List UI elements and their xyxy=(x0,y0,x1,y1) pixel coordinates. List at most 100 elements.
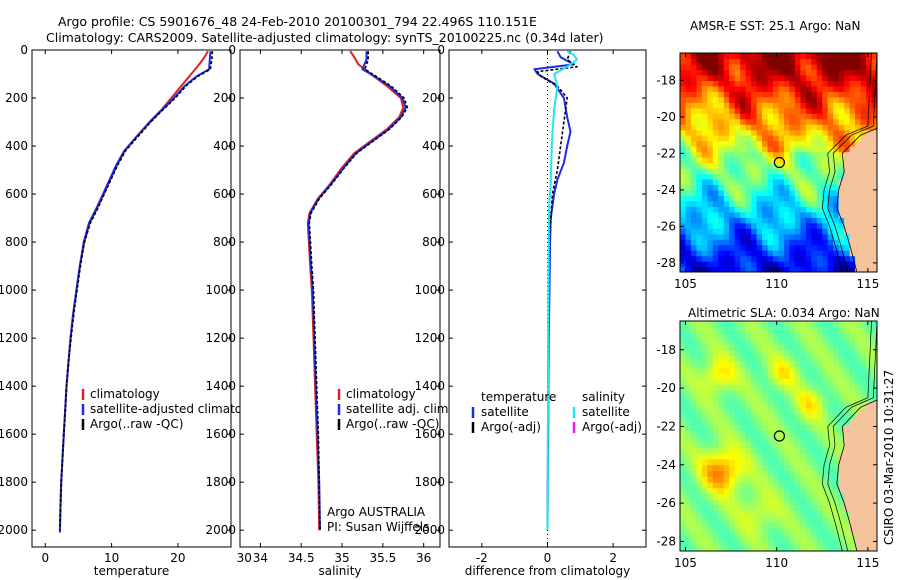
map-cell xyxy=(860,157,867,164)
map-cell xyxy=(756,244,763,251)
map-cell xyxy=(811,96,818,103)
map-cell xyxy=(794,74,801,81)
map-cell xyxy=(690,407,697,414)
map-cell xyxy=(773,113,780,120)
map-cell xyxy=(822,395,829,402)
map-cell xyxy=(734,184,741,191)
map-cell xyxy=(811,522,818,529)
map-cell xyxy=(778,80,785,87)
map-cell xyxy=(838,424,845,431)
map-cell xyxy=(690,418,697,425)
map-cell xyxy=(805,140,812,147)
map-cell xyxy=(718,401,725,408)
map-cell xyxy=(844,539,851,546)
map-cell xyxy=(784,378,791,385)
map-cell xyxy=(701,102,708,109)
map-y-tick-label: -24 xyxy=(656,183,676,197)
map-cell xyxy=(822,533,829,541)
map-cell xyxy=(707,367,714,374)
map-cell xyxy=(860,533,867,541)
map-cell xyxy=(696,367,703,374)
map-cell xyxy=(701,107,708,114)
map-cell xyxy=(784,184,791,191)
map-cell xyxy=(805,493,812,500)
map-cell xyxy=(816,239,823,246)
map-cell xyxy=(751,384,758,391)
map-cell xyxy=(822,140,829,147)
map-cell xyxy=(866,200,873,207)
map-cell xyxy=(685,545,692,551)
map-cell xyxy=(855,211,862,218)
map-cell xyxy=(712,140,719,147)
map-cell xyxy=(685,390,692,397)
map-cell xyxy=(773,129,780,136)
map-cell xyxy=(822,85,829,92)
map-cell xyxy=(767,533,774,541)
map-cell xyxy=(701,140,708,147)
map-cell xyxy=(734,228,741,235)
map-cell xyxy=(680,124,687,131)
map-cell xyxy=(844,349,851,356)
map-cell xyxy=(773,189,780,196)
map-cell xyxy=(844,91,851,98)
map-cell xyxy=(866,533,873,541)
map-cell xyxy=(822,407,829,414)
legend-label: satellite xyxy=(582,405,630,419)
map-cell xyxy=(811,470,818,477)
map-cell xyxy=(800,476,807,483)
map-cell xyxy=(723,407,730,414)
map-cell xyxy=(816,107,823,114)
map-cell xyxy=(712,233,719,240)
map-cell xyxy=(855,74,862,81)
map-cell xyxy=(838,222,845,229)
map-cell xyxy=(849,378,856,385)
map-cell xyxy=(718,200,725,207)
map-cell xyxy=(707,384,714,391)
map-cell xyxy=(712,505,719,512)
map-cell xyxy=(712,63,719,70)
map-cell xyxy=(745,413,752,420)
map-cell xyxy=(794,178,801,185)
map-cell xyxy=(800,533,807,541)
map-cell xyxy=(756,338,763,345)
map-cell xyxy=(816,453,823,460)
map-cell xyxy=(822,413,829,420)
map-cell xyxy=(784,510,791,517)
map-cell xyxy=(822,135,829,142)
map-cell xyxy=(794,516,801,523)
map-cell xyxy=(866,424,873,431)
map-cell xyxy=(718,135,725,142)
map-cell xyxy=(784,113,791,120)
map-cell xyxy=(800,413,807,420)
map-cell xyxy=(833,173,840,180)
map-cell xyxy=(805,102,812,109)
map-cell xyxy=(871,522,877,529)
map-cell xyxy=(723,53,730,60)
map-cell xyxy=(756,85,763,92)
map-cell xyxy=(860,482,867,489)
map-cell xyxy=(827,349,834,356)
map-cell xyxy=(838,184,845,191)
map-cell xyxy=(827,91,834,98)
map-cell xyxy=(712,255,719,262)
map-cell xyxy=(822,189,829,196)
map-cell xyxy=(833,239,840,246)
map-cell xyxy=(718,146,725,153)
map-cell xyxy=(718,91,725,98)
map-cell xyxy=(866,516,873,523)
map-cell xyxy=(860,255,867,262)
map-cell xyxy=(723,516,730,523)
map-cell xyxy=(800,464,807,471)
map-cell xyxy=(805,217,812,224)
map-cell xyxy=(723,332,730,339)
map-cell xyxy=(696,424,703,431)
map-cell xyxy=(877,465,883,471)
map-cell xyxy=(734,344,741,351)
map-cell xyxy=(838,505,845,512)
map-cell xyxy=(767,338,774,345)
map-cell xyxy=(734,162,741,169)
map-y-tick-label: -28 xyxy=(656,534,676,548)
map-cell xyxy=(718,168,725,175)
map-cell xyxy=(680,244,687,251)
